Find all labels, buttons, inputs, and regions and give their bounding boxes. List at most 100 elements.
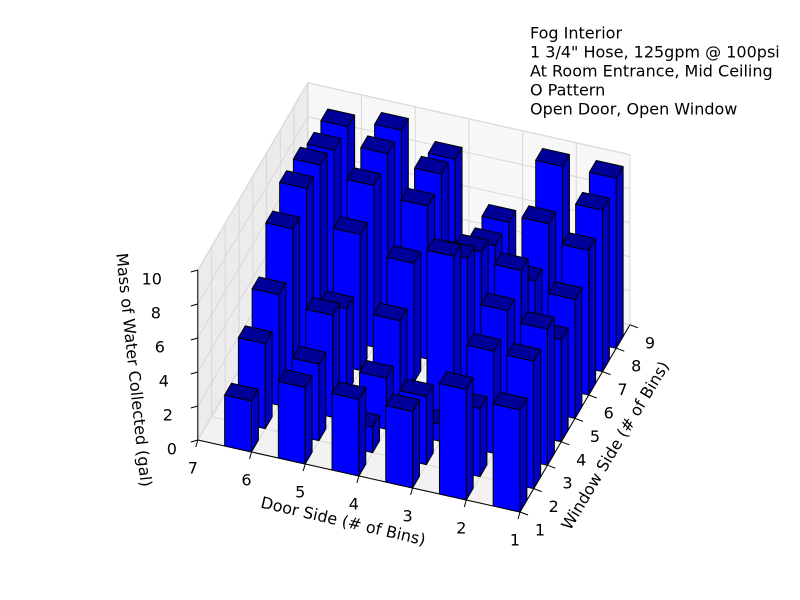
z-tick	[190, 405, 198, 409]
bar-side	[574, 287, 583, 419]
bar-top	[359, 360, 394, 379]
x-tick	[195, 439, 199, 448]
grid-line	[307, 82, 631, 156]
bar	[438, 371, 474, 501]
bar-top	[292, 146, 328, 166]
x-tick-label: 5	[295, 483, 305, 502]
z-tick-label: 2	[163, 406, 173, 425]
x-tick-label: 3	[403, 507, 413, 526]
bar-top	[360, 135, 396, 155]
z-tick	[190, 337, 198, 341]
grid-line	[197, 82, 309, 271]
x-tick	[356, 475, 360, 484]
x-tick-label: 7	[188, 459, 198, 478]
z-tick	[190, 269, 198, 273]
bar-side	[413, 251, 422, 383]
bar-top	[332, 216, 368, 235]
bar-top	[251, 276, 287, 296]
bar-top	[492, 391, 528, 411]
bar-side	[519, 397, 528, 513]
grid-line	[197, 116, 309, 305]
bar-top	[466, 333, 502, 352]
bar-top	[481, 204, 517, 223]
bar-side	[358, 387, 367, 477]
bar-side	[412, 399, 420, 489]
y-tick-label: 9	[645, 333, 655, 352]
z-tick-label: 0	[167, 440, 177, 459]
bar-top	[426, 238, 462, 257]
bar-top	[291, 345, 327, 365]
bar-side	[479, 396, 488, 478]
bar-side	[359, 222, 368, 371]
bar-top	[320, 108, 356, 128]
bar-top	[414, 155, 449, 175]
y-tick-label: 1	[535, 521, 545, 540]
title-line: Open Door, Open Window	[530, 100, 737, 119]
bar-top	[520, 311, 555, 330]
y-tick	[629, 324, 639, 329]
y-tick	[561, 441, 570, 446]
bar-top	[575, 191, 610, 211]
bar-top	[506, 342, 542, 362]
bar-side	[615, 166, 624, 349]
y-tick-label: 3	[562, 474, 572, 493]
bar-top	[237, 325, 273, 345]
bar-side	[588, 238, 597, 396]
y-tick	[574, 417, 584, 422]
bar-top	[547, 281, 583, 300]
bar-front	[331, 393, 360, 477]
y-tick-label: 2	[549, 497, 559, 516]
y-tick	[547, 464, 556, 469]
bar-top	[265, 210, 301, 230]
bar	[277, 369, 313, 465]
y-tick-label: 4	[576, 450, 586, 469]
y-tick	[616, 347, 625, 352]
bar-front	[385, 405, 414, 489]
bar-top	[561, 232, 597, 251]
bar-top	[305, 297, 341, 316]
bar-side	[547, 317, 555, 466]
title-line: Fog Interior	[530, 24, 622, 43]
x-tick-label: 4	[349, 495, 359, 514]
bar-side	[602, 197, 610, 373]
y-tick	[533, 488, 542, 493]
y-tick-label: 5	[590, 427, 600, 446]
x-tick	[249, 451, 252, 460]
x-tick	[410, 487, 414, 496]
z-tick-label: 10	[142, 270, 162, 289]
bar-top	[306, 131, 342, 151]
x-tick	[302, 463, 306, 472]
bar-top	[385, 393, 420, 412]
z-tick-label: 8	[151, 304, 161, 323]
grid-line	[307, 116, 631, 190]
z-tick-label: 4	[159, 372, 169, 391]
bar-side	[465, 377, 474, 501]
bar	[331, 381, 367, 477]
y-tick	[519, 511, 529, 516]
z-tick	[190, 371, 198, 375]
x-tick-label: 6	[241, 471, 251, 490]
bar-top	[399, 378, 434, 398]
x-tick	[463, 499, 467, 508]
z-tick	[190, 439, 198, 443]
bar-front	[492, 403, 521, 513]
bar-top	[346, 167, 382, 186]
bar	[224, 382, 259, 453]
title-line: 1 3/4" Hose, 125gpm @ 100psi	[530, 43, 780, 62]
z-tick-label: 6	[155, 338, 165, 357]
y-tick	[602, 371, 611, 376]
bar-side	[318, 351, 327, 442]
x-tick	[517, 511, 521, 520]
bar-top	[438, 371, 474, 390]
bar-side	[560, 327, 569, 443]
x-tick-label: 1	[510, 531, 520, 550]
bar-side	[533, 348, 542, 490]
bar-front	[438, 383, 467, 501]
bar-top	[224, 382, 259, 402]
bar-top	[493, 252, 529, 271]
bar-top	[400, 187, 436, 207]
bar-front	[224, 394, 252, 453]
bar-side	[345, 296, 354, 395]
